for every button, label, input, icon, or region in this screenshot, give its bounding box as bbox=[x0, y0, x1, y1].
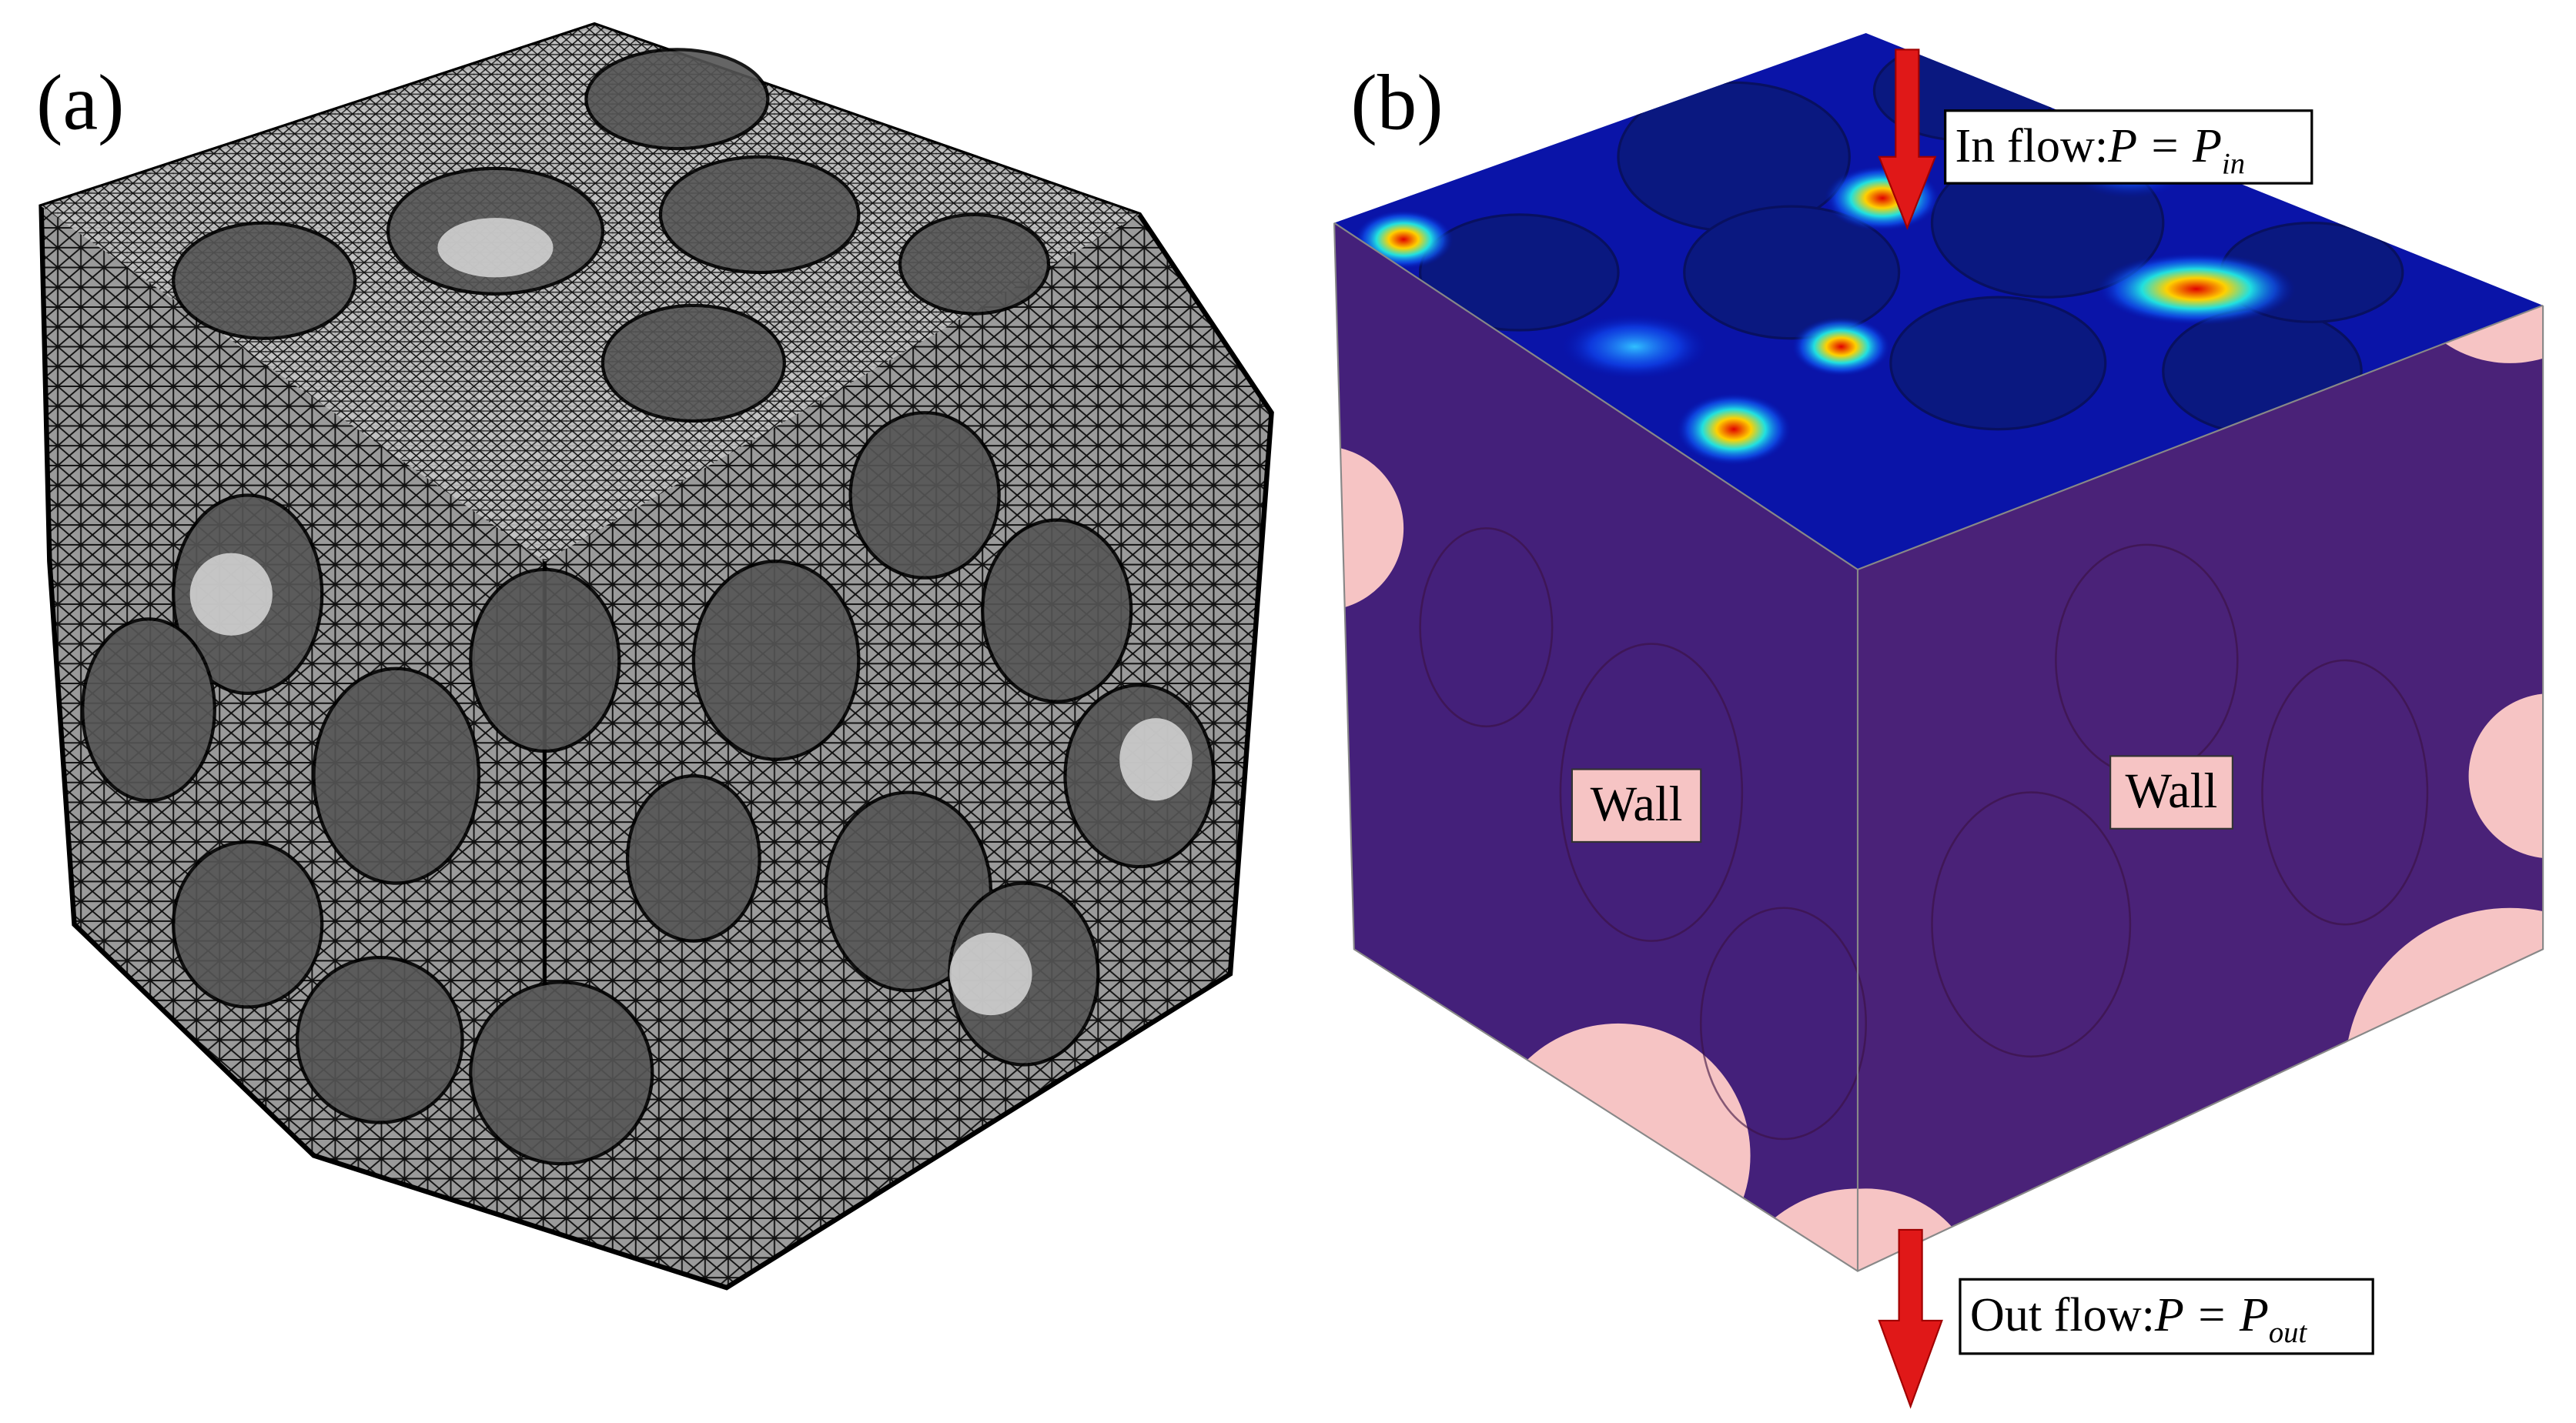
inflow-label: In flow:P = Pin bbox=[1955, 120, 2246, 180]
mesh-cube bbox=[38, 22, 1274, 1291]
outflow-label: Out flow:P = Pout bbox=[1970, 1289, 2308, 1349]
panel-label: (a) bbox=[36, 58, 124, 146]
inflow-box bbox=[1944, 109, 2313, 185]
flow-cube bbox=[1333, 32, 2544, 1272]
outflow-text: Out flow: bbox=[1970, 1289, 2155, 1341]
outflow-equation: P = P bbox=[2154, 1289, 2269, 1341]
wall-box bbox=[2109, 755, 2233, 830]
wall-box bbox=[1571, 768, 1702, 843]
inflow-equation: P = P bbox=[2107, 120, 2222, 172]
wall-label: Wall bbox=[1591, 777, 1683, 831]
inflow-subscript: in bbox=[2222, 148, 2245, 180]
wall-label: Wall bbox=[2126, 763, 2218, 818]
inflow-text: In flow: bbox=[1955, 120, 2109, 172]
flow-arrow bbox=[1878, 48, 1943, 1409]
outflow-subscript: out bbox=[2269, 1317, 2308, 1349]
panel-label: (b) bbox=[1351, 58, 1444, 146]
outflow-box bbox=[1959, 1278, 2374, 1355]
